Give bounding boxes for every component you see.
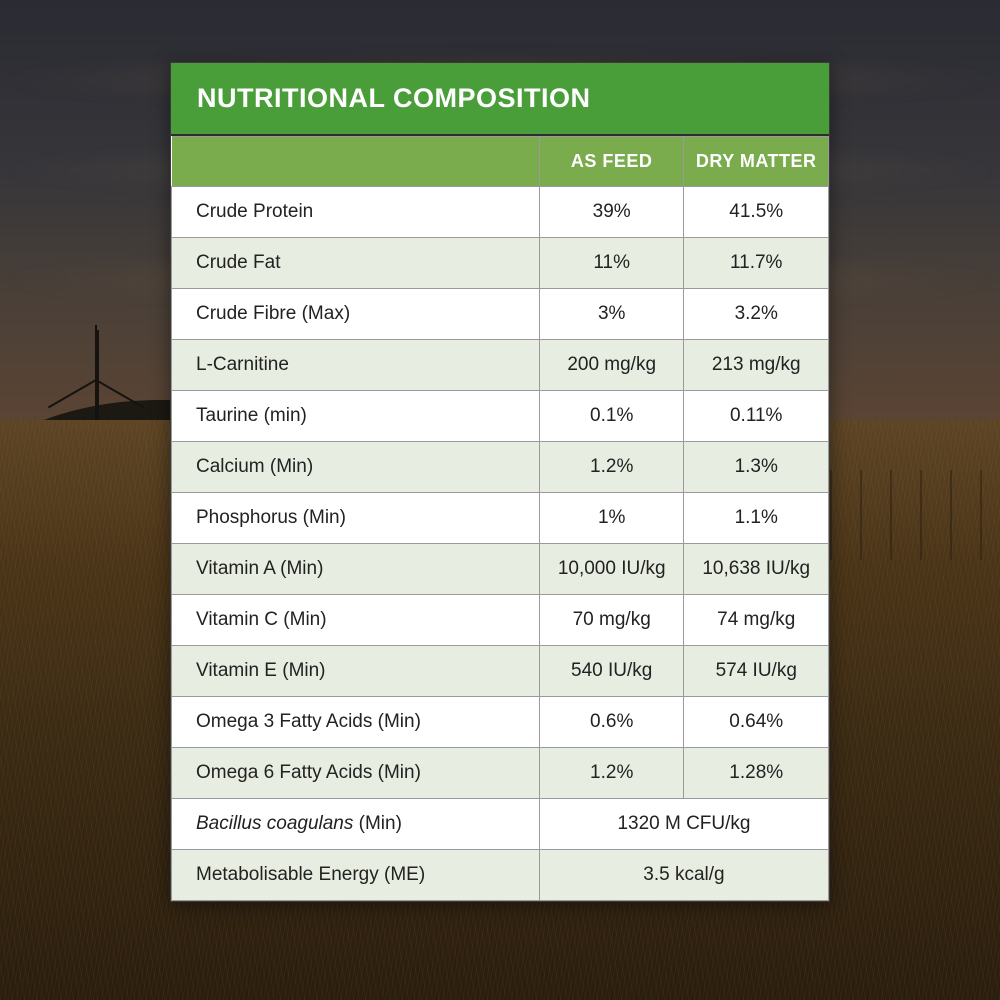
table-row: Vitamin E (Min) 540 IU/kg 574 IU/kg [172, 646, 829, 697]
as-feed-value-cell: 1.2% [539, 442, 684, 493]
label-column-header [172, 137, 540, 187]
row-label: Calcium (Min) [172, 442, 540, 493]
row-label: Vitamin C (Min) [172, 595, 540, 646]
table-row: Metabolisable Energy (ME) 3.5 kcal/g [172, 850, 829, 901]
as-feed-value-cell: 1.2% [539, 748, 684, 799]
row-label: Crude Protein [172, 187, 540, 238]
merged-value-cell: 1320 M CFU/kg [539, 799, 828, 850]
dry-matter-value-cell: 574 IU/kg [684, 646, 829, 697]
as-feed-value-cell: 200 mg/kg [539, 340, 684, 391]
table-row: Omega 6 Fatty Acids (Min) 1.2% 1.28% [172, 748, 829, 799]
dry-matter-value-cell: 10,638 IU/kg [684, 544, 829, 595]
row-label: Metabolisable Energy (ME) [172, 850, 540, 901]
table-row: Bacillus coagulans (Min) 1320 M CFU/kg [172, 799, 829, 850]
as-feed-column-header: AS FEED [539, 137, 684, 187]
dry-matter-value-cell: 1.1% [684, 493, 829, 544]
as-feed-value-cell: 39% [539, 187, 684, 238]
row-label: Bacillus coagulans (Min) [172, 799, 540, 850]
fence-line [800, 470, 1000, 560]
row-label: Vitamin E (Min) [172, 646, 540, 697]
as-feed-value-cell: 10,000 IU/kg [539, 544, 684, 595]
wind-turbine-blade [95, 325, 97, 380]
table-row: Calcium (Min) 1.2% 1.3% [172, 442, 829, 493]
row-label: Phosphorus (Min) [172, 493, 540, 544]
dry-matter-value-cell: 3.2% [684, 289, 829, 340]
dry-matter-value-cell: 213 mg/kg [684, 340, 829, 391]
table-title: NUTRITIONAL COMPOSITION [171, 63, 829, 136]
table-row: Omega 3 Fatty Acids (Min) 0.6% 0.64% [172, 697, 829, 748]
table-row: Crude Fibre (Max) 3% 3.2% [172, 289, 829, 340]
table-row: Crude Fat 11% 11.7% [172, 238, 829, 289]
table-row: Phosphorus (Min) 1% 1.1% [172, 493, 829, 544]
table-row: Taurine (min) 0.1% 0.11% [172, 391, 829, 442]
row-label: Crude Fibre (Max) [172, 289, 540, 340]
as-feed-value-cell: 540 IU/kg [539, 646, 684, 697]
row-label: Omega 6 Fatty Acids (Min) [172, 748, 540, 799]
table-body: Crude Protein 39% 41.5% Crude Fat 11% 11.7% Cr… [172, 187, 829, 901]
column-header-row: AS FEED DRY MATTER [172, 137, 829, 187]
dry-matter-value-cell: 1.28% [684, 748, 829, 799]
row-label: Taurine (min) [172, 391, 540, 442]
table-row: Vitamin C (Min) 70 mg/kg 74 mg/kg [172, 595, 829, 646]
merged-value-cell: 3.5 kcal/g [539, 850, 828, 901]
nutrition-table-card: NUTRITIONAL COMPOSITION AS FEED DRY MATT… [170, 62, 830, 902]
as-feed-value-cell: 3% [539, 289, 684, 340]
table-row: L-Carnitine 200 mg/kg 213 mg/kg [172, 340, 829, 391]
as-feed-value-cell: 70 mg/kg [539, 595, 684, 646]
row-label: Vitamin A (Min) [172, 544, 540, 595]
as-feed-value-cell: 0.1% [539, 391, 684, 442]
table-row: Crude Protein 39% 41.5% [172, 187, 829, 238]
row-label: Crude Fat [172, 238, 540, 289]
row-label: Omega 3 Fatty Acids (Min) [172, 697, 540, 748]
dry-matter-value-cell: 0.64% [684, 697, 829, 748]
as-feed-value-cell: 1% [539, 493, 684, 544]
dry-matter-value-cell: 11.7% [684, 238, 829, 289]
row-label: L-Carnitine [172, 340, 540, 391]
dry-matter-value-cell: 74 mg/kg [684, 595, 829, 646]
as-feed-value-cell: 11% [539, 238, 684, 289]
nutrition-table: AS FEED DRY MATTER Crude Protein 39% 41.5%… [171, 136, 829, 901]
dry-matter-column-header: DRY MATTER [684, 137, 829, 187]
dry-matter-value-cell: 0.11% [684, 391, 829, 442]
table-row: Vitamin A (Min) 10,000 IU/kg 10,638 IU/kg [172, 544, 829, 595]
dry-matter-value-cell: 1.3% [684, 442, 829, 493]
dry-matter-value-cell: 41.5% [684, 187, 829, 238]
as-feed-value-cell: 0.6% [539, 697, 684, 748]
